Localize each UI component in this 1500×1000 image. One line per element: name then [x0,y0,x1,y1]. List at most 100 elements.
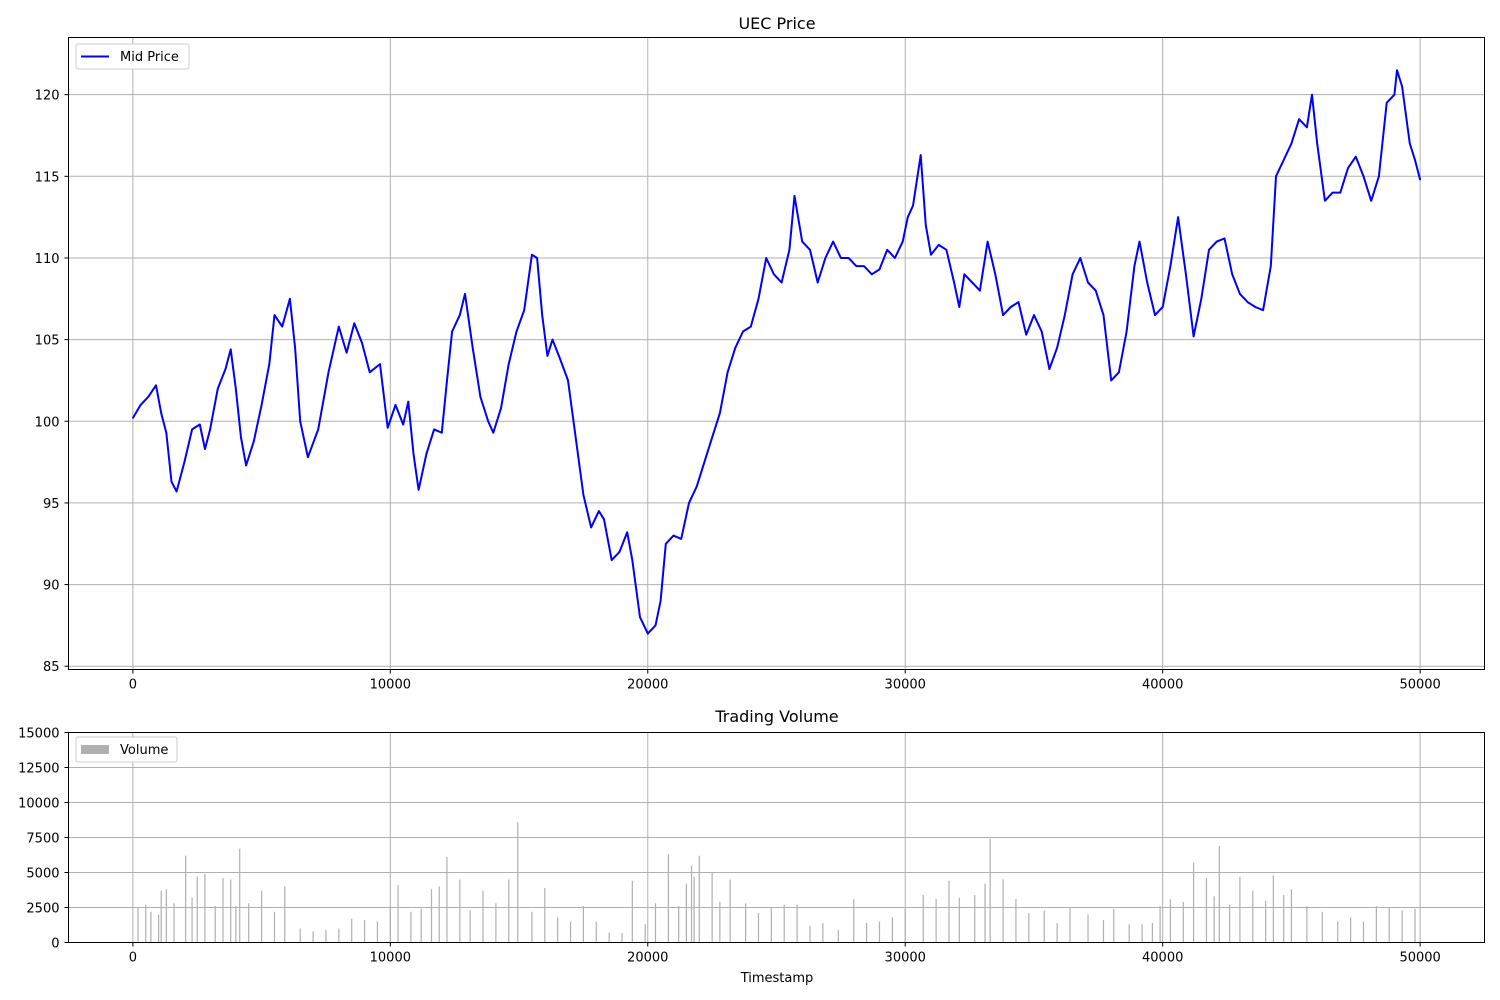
mid-price-point [546,355,549,357]
volume-bar [531,911,533,943]
price-x-tick-label: 0 [129,678,137,693]
volume-bar [719,901,721,943]
price-y-tick-label: 120 [35,89,60,104]
mid-price-point [703,461,706,463]
mid-price-point [353,322,356,325]
volume-y-tick-label: 15000 [18,727,59,742]
mid-price-point [551,338,554,341]
volume-bar [459,879,461,943]
mid-price-point [1079,257,1082,259]
mid-price-point [780,281,783,284]
volume-bar [363,920,366,943]
mid-price-point [541,314,544,316]
mid-price-point [801,240,804,243]
mid-price-point [878,268,881,271]
mid-price-point [1087,281,1089,284]
mid-price-point [260,404,263,406]
mid-price-point [1125,330,1128,333]
mid-price-point [536,257,538,259]
mid-price-point [742,330,744,333]
mid-price-point [204,448,206,450]
mid-price-point [945,248,948,251]
mid-price-point [590,526,592,529]
mid-price-point [1311,93,1313,96]
mid-price-point [1025,333,1028,336]
volume-bar [745,903,747,943]
volume-x-tick-label: 20000 [627,951,668,966]
mid-price-point [523,309,525,312]
mid-price-point [582,493,585,496]
mid-price-point [793,195,796,197]
mid-price-point [433,428,435,431]
mid-price-point [1298,118,1300,120]
mid-price-point [531,253,533,256]
mid-price-point [824,257,827,259]
volume-bar [1239,876,1241,943]
mid-price-point [1324,200,1326,202]
volume-bar [853,899,855,943]
volume-bar [230,879,232,943]
mid-price-point [855,265,858,267]
mid-price-point [603,518,605,521]
volume-bar [770,907,772,943]
mid-price-point [507,363,510,365]
volume-bar [196,876,198,943]
volume-bar [420,908,422,943]
volume-bar [1015,899,1017,943]
mid-price-point [894,257,896,259]
volume-x-tick-label: 10000 [370,951,411,966]
mid-price-point [402,423,404,426]
volume-bar [1141,924,1143,943]
mid-price-point [626,531,628,534]
mid-price-point [832,240,834,243]
mid-price-point [132,417,134,419]
volume-bar [482,890,484,943]
mid-price-point [1262,309,1264,312]
mid-price-point [765,257,768,259]
mid-price-point [368,371,371,374]
mid-price-point [1118,371,1120,374]
volume-bar [1028,913,1030,943]
price-legend-label: Mid Price [120,50,179,65]
volume-bar [796,904,798,943]
mid-price-point [610,559,613,561]
volume-bar [1182,901,1184,943]
volume-bar [160,890,162,943]
mid-price-point [559,358,562,361]
volume-bar [1252,890,1254,943]
mid-price-point [451,330,453,333]
mid-price-point [749,325,752,328]
volume-bar [1218,845,1220,943]
mid-price-point [379,363,381,365]
volume-bar [809,925,811,943]
volume-bar [1306,906,1308,943]
volume-bar [158,914,160,943]
volume-bar [204,873,206,943]
mid-price-point [958,306,961,308]
volume-bar [185,855,187,943]
volume-legend-swatch [81,745,109,754]
mid-price-point [394,404,397,406]
mid-price-point [299,420,302,423]
volume-bar [690,865,693,943]
volume-bar [678,906,680,943]
mid-price-point [253,440,255,442]
volume-bar [389,906,391,943]
mid-price-point [1223,237,1226,240]
volume-series-group [137,822,1416,943]
volume-bar [1362,921,1365,943]
volume-legend: Volume [75,736,178,763]
mid-price-point [386,427,389,429]
mid-price-point [417,489,420,491]
mid-price-point [1102,314,1105,316]
mid-price-point [479,395,482,398]
volume-bar [495,903,497,943]
mid-price-point [598,510,600,512]
mid-price-point [1138,240,1141,243]
volume-bar [544,887,546,943]
mid-price-point [1192,335,1195,338]
mid-price-point [809,248,811,251]
mid-price-point [1231,273,1233,276]
volume-bar [878,921,881,943]
mid-price-point [1370,200,1373,202]
